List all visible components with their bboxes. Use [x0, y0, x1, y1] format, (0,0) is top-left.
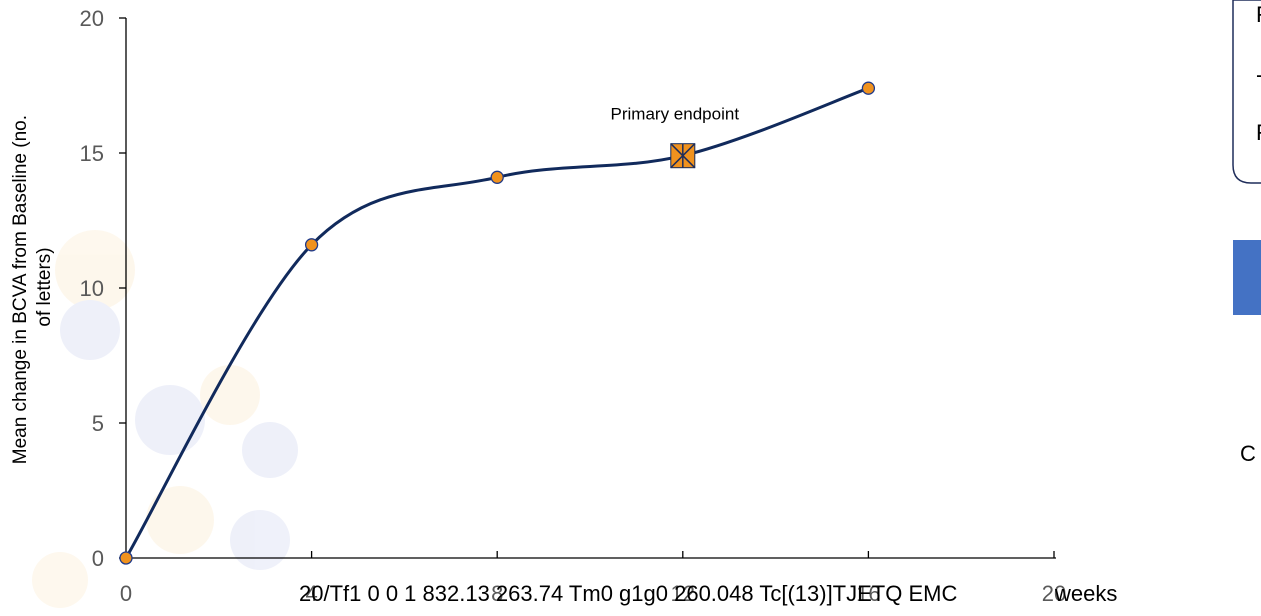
- y-tick-label: 5: [92, 411, 104, 436]
- y-axis-title: Mean change in BCVA from Baseline (no. o…: [10, 110, 55, 465]
- x-tick-label: 8: [491, 581, 503, 606]
- series-layer: [119, 81, 876, 565]
- watermark: [32, 230, 298, 608]
- side-panel: F - F C: [1232, 0, 1261, 466]
- y-axis-title-line2: of letters): [34, 247, 55, 326]
- data-point: [861, 81, 876, 95]
- primary-endpoint-annotation: Primary endpoint: [611, 105, 740, 124]
- x-axis-suffix: weeks: [1054, 581, 1117, 606]
- y-tick-label: 0: [92, 546, 104, 571]
- data-point: [490, 170, 504, 184]
- side-panel-letter-4: C: [1240, 441, 1256, 466]
- side-panel-letter-2: -: [1256, 62, 1261, 87]
- x-tick-label: 12: [671, 581, 695, 606]
- x-tick-label: 4: [305, 581, 317, 606]
- side-panel-blue-block: [1233, 240, 1261, 315]
- data-point: [119, 551, 133, 565]
- x-ticks: 0 4 8 12 16 20: [120, 551, 1066, 606]
- y-ticks: 0 5 10 15 20: [80, 6, 126, 571]
- y-tick-label: 20: [80, 6, 104, 31]
- side-panel-letter-3: F: [1256, 120, 1261, 145]
- x-tick-label: 0: [120, 581, 132, 606]
- x-tick-label: 16: [856, 581, 880, 606]
- y-tick-label: 15: [80, 141, 104, 166]
- y-axis-title-line1: Mean change in BCVA from Baseline (no.: [10, 115, 31, 464]
- side-panel-letter-1: F: [1256, 2, 1261, 27]
- data-point: [304, 238, 319, 252]
- garbled-overlay-text: 20/Tf1 0 0 1 832.13 263.74 Tm0 g1g0 260.…: [299, 581, 957, 606]
- side-panel-box: [1232, 0, 1261, 184]
- x-tick-label: 20: [1042, 581, 1066, 606]
- y-tick-label: 10: [80, 276, 104, 301]
- series-line: [124, 86, 869, 559]
